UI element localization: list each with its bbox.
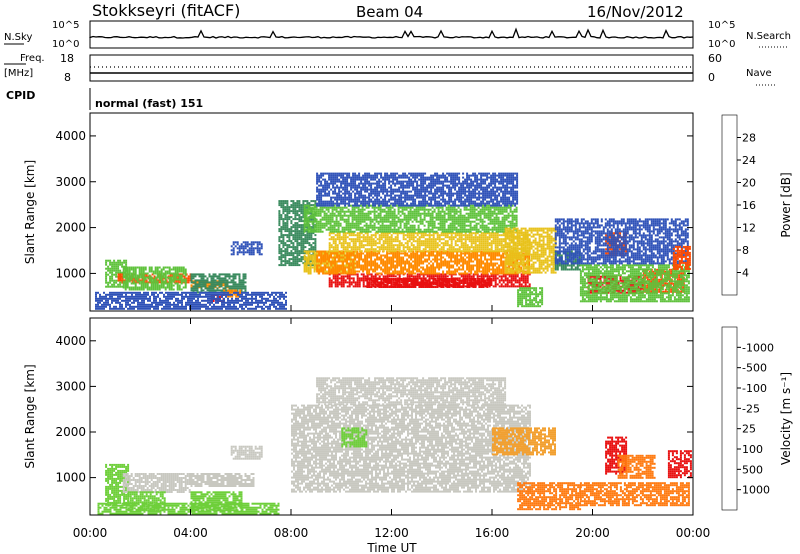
- power-y-label: Slant Range [km]: [23, 160, 37, 264]
- data-region-18: [517, 287, 544, 308]
- x-tick-label: 20:00: [575, 526, 610, 540]
- x-tick-label: 12:00: [374, 526, 409, 540]
- y-tick-label: 1000: [55, 471, 86, 485]
- station-title: Stokkseyri (fitACF): [92, 1, 240, 20]
- data-region-11: [579, 482, 690, 507]
- freq-panel: Freq. [MHz] 18 8 60 0 Nave: [4, 52, 776, 86]
- x-tick-label: 16:00: [475, 526, 510, 540]
- data-region-4: [190, 273, 247, 294]
- data-region-13: [316, 250, 531, 275]
- colorbar-tick-label: -25: [742, 402, 760, 415]
- y-tick-label: 2000: [55, 221, 86, 235]
- colorbar-tick-label: 16: [742, 199, 756, 212]
- colorbar-tick-label: -500: [742, 362, 767, 375]
- nsky-trace: [89, 27, 694, 39]
- data-region-16: [316, 172, 519, 207]
- nsky-tick-top: 10^5: [52, 20, 79, 31]
- data-region-12: [366, 278, 493, 288]
- power-y-ticks: 1000 2000 3000 4000: [55, 129, 693, 280]
- cpid-value: normal (fast) 151: [95, 97, 203, 110]
- nsky-tick-bottom: 10^0: [52, 39, 79, 50]
- nsky-label: N.Sky: [4, 32, 32, 43]
- data-region-9: [492, 427, 556, 456]
- data-region-22: [579, 264, 690, 303]
- colorbar-tick-label: 12: [742, 222, 756, 235]
- data-region-7: [95, 291, 287, 310]
- x-tick-label: 04:00: [173, 526, 208, 540]
- data-region-25: [672, 245, 691, 270]
- colorbar-tick-label: 1000: [742, 484, 770, 497]
- x-axis-title: Time UT: [366, 541, 417, 554]
- colorbar-tick-label: 25: [742, 423, 756, 436]
- colorbar-tick-label: 100: [742, 443, 763, 456]
- data-region-17: [504, 227, 557, 274]
- colorbar-tick-label: -1000: [742, 341, 774, 354]
- nave-tick-top: 60: [708, 52, 722, 65]
- beam-title: Beam 04: [356, 3, 423, 21]
- nsearch-tick-bottom: 10^0: [708, 39, 735, 50]
- colorbar-tick-label: 24: [742, 154, 756, 167]
- nsky-line: [89, 27, 694, 39]
- y-tick-label: 2000: [55, 425, 86, 439]
- y-tick-label: 1000: [55, 266, 86, 280]
- nsearch-label: N.Search: [746, 31, 791, 42]
- velocity-data: [97, 377, 692, 515]
- data-region-7: [316, 377, 507, 406]
- y-tick-label: 4000: [55, 334, 86, 348]
- colorbar-tick-label: 4: [742, 267, 749, 280]
- data-region-24: [554, 218, 689, 265]
- data-region-10: [517, 482, 582, 511]
- power-colorbar: 4 8 12 16 20 24 28: [721, 114, 756, 296]
- nave-tick-bottom: 0: [708, 71, 715, 84]
- nave-label: Nave: [746, 68, 772, 79]
- data-region-4: [190, 473, 255, 487]
- date-title: 16/Nov/2012: [587, 3, 684, 21]
- y-tick-label: 3000: [55, 379, 86, 393]
- velocity-y-label: Slant Range [km]: [23, 364, 37, 468]
- y-tick-label: 3000: [55, 175, 86, 189]
- velocity-colorbar-title: Velocity [m s⁻¹]: [779, 372, 793, 465]
- colorbar-tick-label: 500: [742, 463, 763, 476]
- data-region-8: [230, 241, 263, 256]
- data-region-5: [230, 445, 263, 460]
- data-region-15: [303, 204, 518, 233]
- colorbar-tick-label: 8: [742, 244, 749, 257]
- data-region-15: [97, 502, 280, 515]
- data-region-8: [341, 427, 368, 448]
- colorbar-tick-label: 28: [742, 132, 756, 145]
- velocity-panel: 1000 2000 3000 4000 Slant Range [km] 1000 50…: [23, 317, 793, 516]
- y-tick-label: 4000: [55, 129, 86, 143]
- x-tick-label: 08:00: [274, 526, 309, 540]
- freq-tick-bottom: 8: [64, 71, 71, 84]
- data-region-1: [122, 473, 191, 493]
- freq-unit: [MHz]: [4, 68, 33, 79]
- nsky-panel: N.Sky 10^5 10^0 10^5 10^0 N.Search: [4, 20, 791, 50]
- x-tick-label: 00:00: [73, 526, 108, 540]
- data-region-14: [328, 232, 531, 253]
- data-region-2: [122, 266, 187, 291]
- colorbar-tick-label: -100: [742, 382, 767, 395]
- x-tick-label: 00:00: [676, 526, 711, 540]
- power-data: [95, 172, 691, 310]
- velocity-y-ticks: 1000 2000 3000 4000: [55, 334, 693, 485]
- colorbar-tick-label: 20: [742, 177, 756, 190]
- x-axis: 00:00 04:00 08:00 12:00 16:00 20:00 00:00: [73, 305, 711, 540]
- velocity-colorbar: 1000 500 100 25 -25 -100 -500 -1000: [721, 326, 774, 511]
- freq-tick-top: 18: [60, 52, 74, 65]
- freq-label: Freq.: [20, 53, 45, 64]
- power-colorbar-title: Power [dB]: [779, 172, 793, 237]
- data-region-13: [617, 454, 656, 479]
- nsearch-tick-top: 10^5: [708, 20, 735, 31]
- data-region-14: [667, 450, 692, 479]
- power-panel: 1000 2000 3000 4000 Slant Range [km] 4 8 12 16…: [23, 112, 793, 312]
- cpid-label: CPID: [6, 89, 35, 102]
